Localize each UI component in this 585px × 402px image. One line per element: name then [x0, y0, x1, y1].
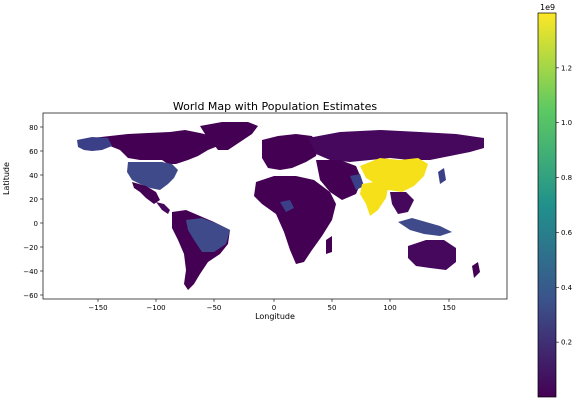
x-axis-label: Longitude: [255, 312, 295, 321]
x-tick-label: 0: [272, 304, 276, 312]
colorbar-tick-label: 0.6: [561, 229, 573, 237]
x-tick-label: 150: [442, 304, 455, 312]
region-new-zealand: [472, 262, 480, 278]
region-united-states: [127, 162, 178, 190]
region-madagascar: [326, 236, 332, 254]
colorbar-ticks: 0.2 0.4 0.6 0.8 1.0 1.2: [556, 64, 573, 347]
x-tick-label: 100: [383, 304, 396, 312]
region-middle-east: [316, 160, 362, 200]
y-axis: 80 60 40 20 0 −20 −40 −60: [23, 124, 43, 300]
colorbar-tick-label: 0.8: [561, 174, 572, 182]
region-mexico: [132, 182, 160, 204]
region-nigeria: [280, 200, 294, 212]
region-brazil: [186, 218, 230, 252]
y-tick-label: −20: [23, 244, 38, 252]
x-axis: −150 −100 −50 0 50 100 150: [88, 299, 456, 312]
region-europe: [262, 134, 318, 170]
colorbar-exponent: 1e9: [540, 3, 556, 12]
region-africa: [254, 176, 336, 264]
colorbar-tick-label: 1.0: [561, 119, 572, 127]
region-india: [360, 182, 388, 216]
region-greenland: [200, 122, 258, 150]
map-title: World Map with Population Estimates: [172, 100, 378, 113]
y-tick-label: −40: [23, 268, 38, 276]
region-north-america: [78, 130, 220, 164]
land-layer: [77, 122, 484, 290]
region-central-america: [156, 202, 170, 214]
region-australia: [408, 240, 456, 270]
y-tick-label: 20: [29, 196, 38, 204]
region-japan: [438, 168, 446, 184]
colorbar: [537, 12, 557, 398]
colorbar-tick-label: 0.4: [561, 284, 573, 292]
y-tick-label: −60: [23, 292, 38, 300]
y-tick-label: 80: [29, 124, 38, 132]
y-tick-label: 60: [29, 148, 38, 156]
y-tick-label: 40: [29, 172, 38, 180]
colorbar-tick-label: 0.2: [561, 339, 572, 347]
region-pakistan: [350, 174, 364, 190]
region-southeast-asia: [390, 192, 414, 214]
y-tick-label: 0: [34, 220, 38, 228]
x-tick-label: −50: [207, 304, 222, 312]
region-indonesia: [398, 218, 452, 236]
region-russia: [308, 130, 484, 162]
x-tick-label: −100: [146, 304, 165, 312]
x-tick-label: −150: [88, 304, 107, 312]
region-alaska: [77, 137, 112, 151]
colorbar-tick-label: 1.2: [561, 64, 572, 72]
x-tick-label: 50: [328, 304, 337, 312]
